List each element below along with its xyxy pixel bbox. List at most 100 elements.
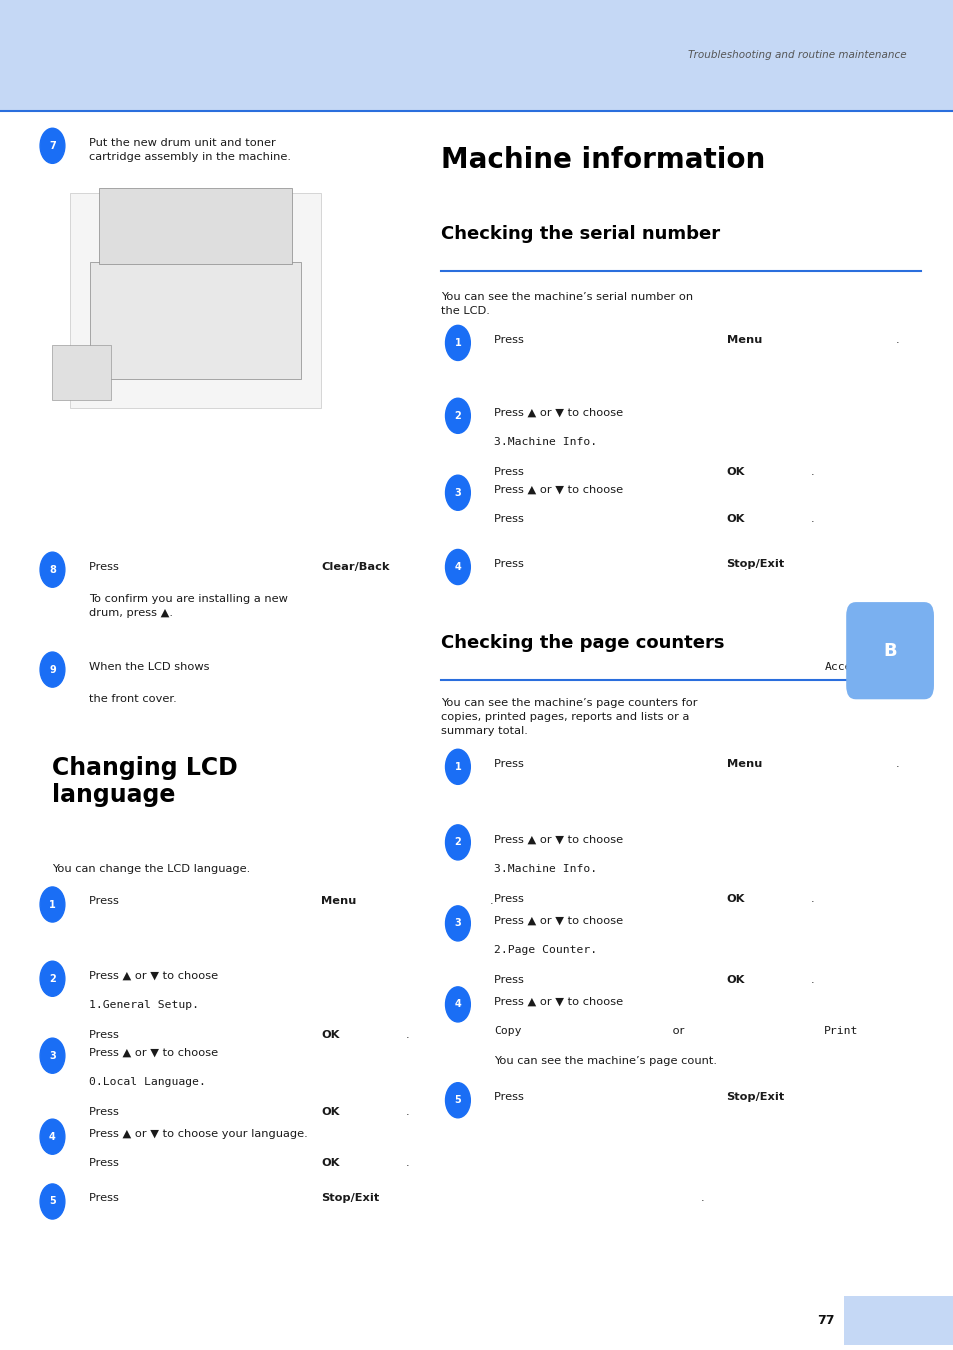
Text: 5: 5 [454, 1095, 461, 1106]
Text: .: . [742, 562, 746, 571]
Circle shape [445, 906, 470, 941]
Text: .: . [810, 467, 814, 477]
Text: OK: OK [321, 1158, 339, 1168]
Text: Put the new drum unit and toner
cartridge assembly in the machine.: Put the new drum unit and toner cartridg… [89, 138, 291, 162]
Text: 4: 4 [454, 562, 461, 572]
Text: 2: 2 [454, 410, 461, 421]
Text: .: . [405, 1030, 409, 1040]
Circle shape [40, 652, 65, 687]
Text: OK: OK [726, 975, 744, 984]
Text: 7: 7 [49, 140, 56, 151]
Text: Copy: Copy [494, 1026, 521, 1035]
Text: Menu: Menu [726, 335, 761, 344]
FancyBboxPatch shape [99, 189, 292, 265]
Text: Press: Press [89, 896, 122, 906]
Circle shape [40, 1119, 65, 1154]
Text: Checking the page counters: Checking the page counters [440, 634, 723, 652]
Text: Press ▲ or ▼ to choose: Press ▲ or ▼ to choose [89, 1048, 217, 1057]
Text: 2: 2 [49, 973, 56, 984]
FancyBboxPatch shape [90, 262, 301, 379]
Text: .: . [810, 975, 814, 984]
Text: Press ▲ or ▼ to choose: Press ▲ or ▼ to choose [494, 485, 626, 494]
Text: .: . [810, 514, 814, 524]
Text: Press: Press [494, 335, 527, 344]
Circle shape [40, 552, 65, 587]
Text: 3: 3 [454, 918, 461, 929]
Text: .: . [810, 894, 814, 903]
Text: Stop/Exit: Stop/Exit [726, 559, 784, 568]
Circle shape [445, 475, 470, 510]
Text: 3: 3 [49, 1050, 56, 1061]
Text: Press: Press [494, 514, 527, 524]
Text: 2: 2 [454, 837, 461, 848]
Text: Menu: Menu [726, 759, 761, 768]
Text: OK: OK [726, 467, 744, 477]
Text: 4: 4 [454, 999, 461, 1010]
Text: 3.Machine Info.: 3.Machine Info. [494, 864, 597, 873]
Circle shape [40, 1184, 65, 1219]
Text: Stop/Exit: Stop/Exit [726, 1092, 784, 1102]
Circle shape [445, 749, 470, 784]
FancyBboxPatch shape [70, 193, 321, 408]
Text: Press: Press [494, 975, 527, 984]
Text: Press: Press [89, 1030, 122, 1040]
Text: B: B [882, 641, 896, 660]
Text: Checking the serial number: Checking the serial number [440, 225, 720, 243]
Circle shape [40, 961, 65, 996]
FancyBboxPatch shape [51, 344, 111, 400]
Text: 8: 8 [49, 564, 56, 575]
Text: 1.General Setup.: 1.General Setup. [89, 1000, 198, 1010]
Text: Menu: Menu [321, 896, 356, 906]
Text: .: . [490, 896, 493, 906]
Text: Press ▲ or ▼ to choose: Press ▲ or ▼ to choose [494, 834, 622, 844]
Text: Press: Press [89, 562, 122, 571]
Text: 9: 9 [49, 664, 56, 675]
Text: or: or [669, 1026, 688, 1035]
Circle shape [40, 887, 65, 922]
Text: Press: Press [89, 1193, 122, 1203]
Circle shape [445, 398, 470, 433]
Text: Press ▲ or ▼ to choose: Press ▲ or ▼ to choose [494, 408, 622, 417]
Text: 3: 3 [454, 487, 461, 498]
Text: the front cover.: the front cover. [89, 694, 176, 703]
Text: Troubleshooting and routine maintenance: Troubleshooting and routine maintenance [687, 50, 905, 61]
Text: Press: Press [89, 1107, 122, 1116]
Text: Press: Press [494, 759, 527, 768]
Text: 1: 1 [454, 338, 461, 348]
Text: You can change the LCD language.: You can change the LCD language. [52, 864, 251, 873]
Text: Stop/Exit: Stop/Exit [321, 1193, 379, 1203]
Text: You can see the machine’s serial number on
the LCD.: You can see the machine’s serial number … [440, 292, 692, 316]
Circle shape [445, 549, 470, 585]
FancyBboxPatch shape [843, 1296, 953, 1345]
Text: Press: Press [494, 894, 527, 903]
Text: .: . [405, 1107, 409, 1116]
Text: .: . [895, 759, 898, 768]
Text: Press ▲ or ▼ to choose: Press ▲ or ▼ to choose [89, 971, 217, 980]
Circle shape [40, 1038, 65, 1073]
Text: 0.Local Language.: 0.Local Language. [89, 1077, 206, 1087]
Text: 5: 5 [49, 1196, 56, 1207]
Text: 4: 4 [49, 1131, 56, 1142]
Text: Press ▲ or ▼ to choose: Press ▲ or ▼ to choose [494, 915, 622, 925]
Text: To confirm you are installing a new
drum, press ▲.: To confirm you are installing a new drum… [89, 594, 287, 618]
Text: 1: 1 [49, 899, 56, 910]
FancyBboxPatch shape [845, 602, 933, 699]
Text: 1: 1 [454, 761, 461, 772]
Circle shape [40, 128, 65, 163]
Text: OK: OK [321, 1107, 339, 1116]
Circle shape [445, 987, 470, 1022]
FancyBboxPatch shape [0, 0, 953, 111]
Text: Press: Press [494, 559, 527, 568]
Text: OK: OK [726, 894, 744, 903]
Text: Print: Print [823, 1026, 858, 1035]
Circle shape [445, 1083, 470, 1118]
Text: 77: 77 [817, 1314, 834, 1327]
Text: 2.Page Counter.: 2.Page Counter. [494, 945, 597, 954]
Text: Accepted: Accepted [823, 662, 879, 671]
Text: Machine information: Machine information [440, 146, 764, 174]
Text: Press ▲ or ▼ to choose your language.: Press ▲ or ▼ to choose your language. [89, 1129, 307, 1138]
Text: You can see the machine’s page counters for
copies, printed pages, reports and l: You can see the machine’s page counters … [440, 698, 697, 736]
Text: When the LCD shows: When the LCD shows [89, 662, 213, 671]
Text: OK: OK [726, 514, 744, 524]
Text: Press ▲ or ▼ to choose: Press ▲ or ▼ to choose [494, 996, 626, 1006]
